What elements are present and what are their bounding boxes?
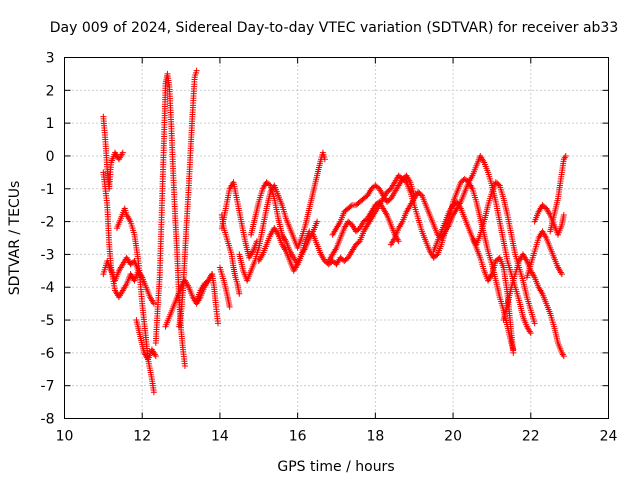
- data-points: [100, 67, 569, 396]
- data-point: [181, 362, 188, 369]
- data-point: [531, 320, 538, 327]
- plot-frame: [64, 57, 609, 419]
- x-tick-label: 22: [522, 429, 540, 445]
- y-tick-label: -1: [41, 182, 55, 198]
- data-point: [355, 239, 362, 246]
- grid-lines: [64, 57, 609, 419]
- y-tick-label: 3: [46, 51, 55, 67]
- data-point: [560, 212, 567, 219]
- data-point: [193, 67, 200, 74]
- y-tick-label: -2: [41, 215, 55, 231]
- y-axis-title: SDTVAR / TECUs: [7, 181, 23, 296]
- data-point: [214, 320, 221, 327]
- x-tick-label: 16: [289, 429, 307, 445]
- x-tick-label: 10: [56, 429, 74, 445]
- x-tick-label: 20: [444, 429, 462, 445]
- data-point: [510, 349, 517, 356]
- data-point: [347, 203, 354, 210]
- y-tick-label: -7: [41, 379, 55, 395]
- x-axis-title: GPS time / hours: [277, 459, 394, 475]
- chart-title: Day 009 of 2024, Sidereal Day-to-day VTE…: [50, 20, 619, 36]
- x-tick-label: 18: [366, 429, 384, 445]
- data-point: [226, 303, 233, 310]
- data-point: [495, 181, 502, 188]
- data-point: [236, 290, 243, 297]
- data-point: [395, 238, 402, 245]
- data-point: [150, 389, 157, 396]
- data-point: [150, 300, 157, 307]
- x-tick-label: 24: [600, 429, 618, 445]
- data-point: [152, 353, 159, 360]
- x-tick-label: 12: [133, 429, 151, 445]
- data-point: [560, 353, 567, 360]
- y-tick-label: -6: [41, 346, 55, 362]
- data-point: [321, 156, 328, 163]
- y-tick-label: -8: [41, 412, 55, 428]
- y-tick-label: 2: [46, 83, 55, 99]
- data-point: [562, 152, 569, 159]
- y-tick-label: 0: [46, 149, 55, 165]
- y-tick-label: 1: [46, 116, 55, 132]
- data-point: [558, 271, 565, 278]
- y-tick-label: -4: [41, 280, 55, 296]
- data-point: [527, 330, 534, 337]
- data-point: [314, 218, 321, 225]
- y-tick-label: -3: [41, 247, 55, 263]
- data-point: [433, 252, 440, 259]
- data-point: [417, 191, 424, 198]
- data-point: [266, 181, 273, 188]
- x-axis: 10 12 14 16 18 20 22 24: [56, 57, 618, 445]
- y-tick-label: -5: [41, 313, 55, 329]
- y-axis: -8 -7 -6 -5 -4 -3 -2 -1 0 1 2 3: [41, 51, 609, 428]
- x-tick-label: 14: [211, 429, 229, 445]
- data-point: [119, 149, 126, 156]
